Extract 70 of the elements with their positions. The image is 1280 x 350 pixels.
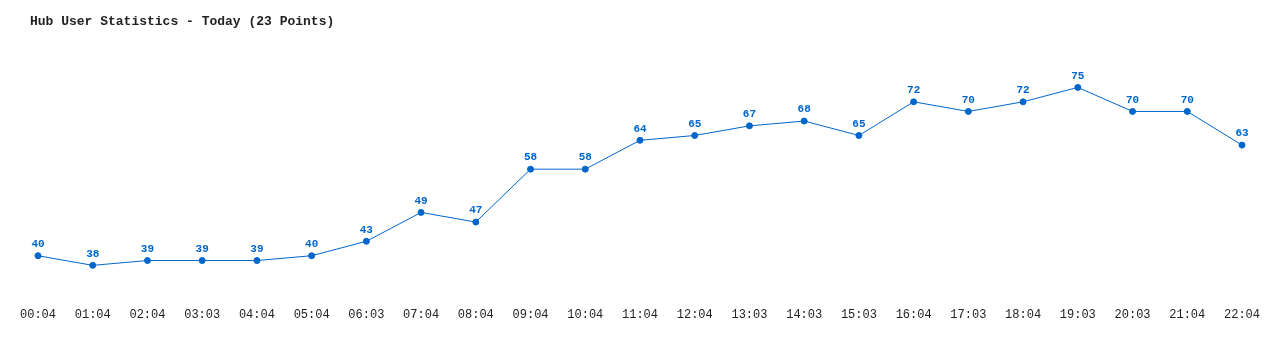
point — [581, 165, 589, 173]
x-tick-label: 21:04 — [1169, 307, 1206, 322]
point — [527, 165, 535, 173]
data-label: 43 — [359, 223, 374, 236]
point — [855, 131, 863, 139]
data-label: 64 — [633, 122, 647, 135]
data-label: 39 — [250, 242, 264, 255]
point — [198, 257, 206, 265]
point — [362, 237, 370, 245]
x-tick-label: 11:04 — [621, 307, 659, 322]
x-tick-label: 18:04 — [1005, 307, 1042, 322]
point — [1238, 141, 1246, 149]
data-label: 70 — [961, 93, 975, 106]
point — [636, 136, 644, 144]
chart-title: Hub User Statistics - Today (23 Points) — [30, 14, 335, 30]
x-tick-label: 20:03 — [1114, 307, 1151, 322]
x-tick-label: 14:03 — [786, 307, 823, 322]
data-label: 40 — [31, 237, 45, 250]
data-label: 49 — [414, 194, 428, 207]
data-label: 70 — [1125, 93, 1140, 106]
data-label: 39 — [140, 242, 155, 255]
data-label: 58 — [578, 151, 593, 164]
point — [143, 257, 151, 265]
x-tick-label: 03:03 — [184, 307, 221, 322]
x-tick-label: 17:03 — [950, 307, 987, 322]
point — [1129, 107, 1137, 115]
point — [1183, 107, 1191, 115]
data-label: 68 — [797, 103, 812, 116]
x-tick-label: 13:03 — [731, 307, 768, 322]
point — [745, 122, 753, 130]
data-label: 65 — [688, 117, 702, 130]
data-label: 40 — [305, 237, 319, 250]
point — [472, 218, 480, 226]
data-label: 70 — [1180, 93, 1194, 106]
x-tick-label: 05:04 — [293, 307, 330, 322]
x-tick-label: 07:04 — [403, 307, 440, 322]
data-label: 38 — [86, 247, 100, 260]
point — [1019, 98, 1027, 106]
x-tick-label: 01:04 — [74, 307, 111, 322]
point — [1074, 83, 1082, 91]
x-tick-label: 02:04 — [129, 307, 166, 322]
data-label: 63 — [1235, 127, 1249, 140]
data-label: 47 — [469, 204, 483, 217]
data-label: 72 — [1016, 84, 1030, 97]
data-label: 58 — [523, 151, 538, 164]
data-label: 39 — [195, 242, 209, 255]
x-tick-label: 19:03 — [1059, 307, 1096, 322]
x-tick-label: 12:04 — [676, 307, 713, 322]
point — [691, 131, 699, 139]
x-tick-label: 16:04 — [895, 307, 932, 322]
data-label: 72 — [907, 84, 921, 97]
point — [800, 117, 808, 125]
x-tick-label: 06:03 — [348, 307, 385, 322]
data-label: 75 — [1071, 69, 1085, 82]
x-tick-label: 22:04 — [1223, 307, 1260, 322]
data-label: 65 — [852, 117, 866, 130]
x-tick-label: 15:03 — [840, 307, 877, 322]
point — [308, 252, 316, 260]
x-tick-label: 09:04 — [512, 307, 549, 322]
point — [253, 257, 261, 265]
x-tick-label: 00:04 — [20, 307, 57, 322]
point — [964, 107, 972, 115]
point — [89, 261, 97, 269]
x-tick-label: 08:04 — [457, 307, 494, 322]
x-tick-label: 04:04 — [238, 307, 275, 322]
point — [417, 208, 425, 216]
point — [34, 252, 42, 260]
point — [910, 98, 918, 106]
data-label: 67 — [742, 108, 757, 121]
x-tick-label: 10:04 — [567, 307, 604, 322]
